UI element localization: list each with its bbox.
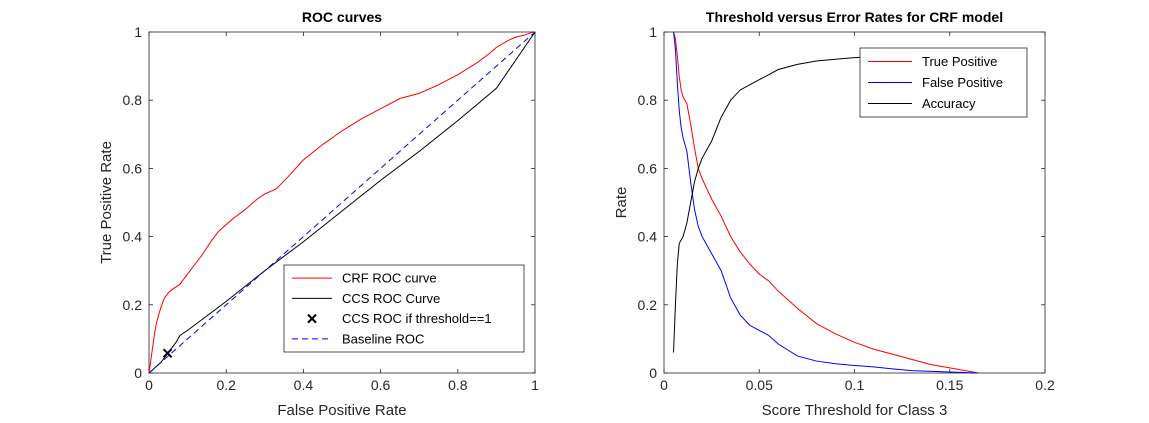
x-tick-label: 0.15 [936,377,963,393]
chart-title: Threshold versus Error Rates for CRF mod… [706,9,1003,25]
legend-ccs-roc-curve-label: CCS ROC Curve [342,291,440,306]
legend-crf-roc-curve-label: CRF ROC curve [342,271,437,286]
legend: CRF ROC curve CCS ROC Curve CCS ROC if thr… [283,264,525,353]
x-tick-label: 0.1 [845,377,865,393]
x-tick-label: 0.2 [216,377,236,393]
x-axis-label: Score Threshold for Class 3 [762,402,948,419]
y-tick-label: 0.6 [123,160,143,176]
roc-chart: ROC curves 0 0.2 0.4 0.6 0.8 1 0 0.2 0.4 0.6 0.8 1 Fa… [98,9,539,419]
x-tick-label: 1 [531,377,539,393]
legend-accuracy-label: Accuracy [922,96,976,111]
y-tick-label: 1 [134,24,142,40]
y-tick-label: 0.2 [123,297,143,313]
y-tick-label: 1 [649,24,657,40]
legend-false-positive-label: False Positive [922,75,1003,90]
y-tick-label: 0.2 [638,297,658,313]
y-axis-label: Rate [613,187,630,219]
legend-true-positive-label: True Positive [922,54,997,69]
y-tick-label: 0.8 [123,92,143,108]
legend-ccs-roc-if-threshold-1-label: CCS ROC if threshold==1 [342,311,492,326]
y-axis-label: True Positive Rate [98,141,115,264]
crf-roc-curve-line [148,31,536,374]
ccs-roc-if-threshold-1-marker [162,348,173,358]
baseline-roc-line [148,31,536,374]
x-axis-label: False Positive Rate [277,402,406,419]
x-tick-label: 0 [145,377,153,393]
true-positive-line [673,31,979,374]
x-tick-label: 0.6 [371,377,391,393]
y-tick-label: 0 [134,365,142,381]
x-tick-label: 0.4 [294,377,314,393]
legend-box [283,264,525,353]
threshold-chart: Threshold versus Error Rates for CRF mod… [613,9,1055,419]
legend: True Positive False Positive Accuracy [859,47,1028,118]
y-tick-label: 0.6 [638,160,658,176]
y-tick-label: 0.4 [123,229,143,245]
y-tick-label: 0.8 [638,92,658,108]
legend-baseline-roc-label: Baseline ROC [342,331,424,346]
chart-title: ROC curves [302,9,382,25]
x-tick-label: 0.8 [448,377,468,393]
x-tick-label: 0.2 [1035,377,1055,393]
x-tick-label: 0.05 [746,377,773,393]
false-positive-line [673,31,979,374]
x-tick-label: 0 [660,377,668,393]
legend-ccs-roc-if-threshold-1-marker [307,313,317,324]
y-tick-label: 0.4 [638,229,658,245]
accuracy-line [673,51,1026,353]
y-tick-label: 0 [649,365,657,381]
